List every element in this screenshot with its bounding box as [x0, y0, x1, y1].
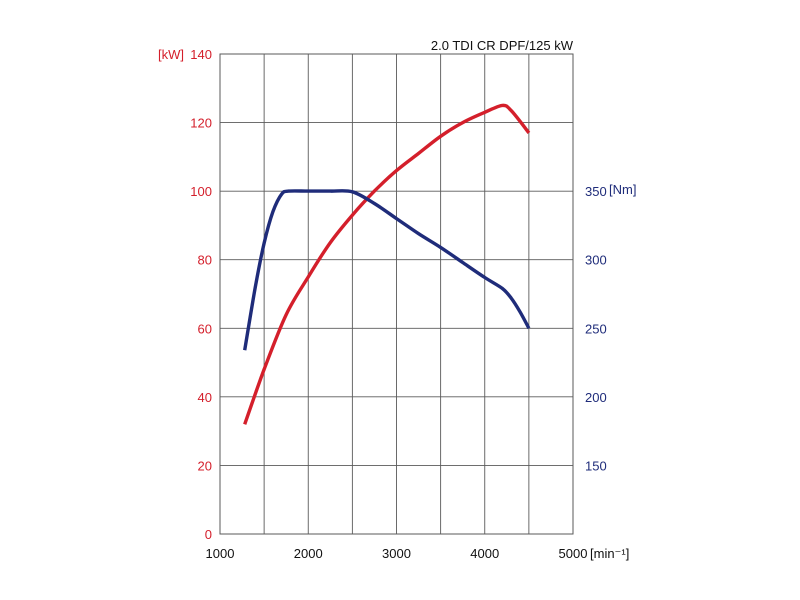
curves [243, 103, 531, 425]
y-left-tick-label: 100 [190, 184, 212, 199]
x-tick-label: 4000 [470, 546, 499, 561]
grid [219, 53, 574, 535]
y-right-tick-label: 250 [585, 321, 607, 336]
x-tick-label: 2000 [294, 546, 323, 561]
y-left-tick-label: 60 [198, 321, 212, 336]
power-curve [243, 103, 531, 425]
y-right-tick-label: 150 [585, 458, 607, 473]
y-left-tick-label: 120 [190, 116, 212, 131]
axis-labels: 0 20 40 60 80 100 120 140 150 200 250 300 350 1000 200… [190, 47, 606, 561]
y-left-tick-label: 40 [198, 390, 212, 405]
torque-curve [243, 189, 531, 351]
y-right-tick-label: 200 [585, 390, 607, 405]
x-axis-unit: [min⁻¹] [590, 546, 629, 561]
x-tick-label: 5000 [559, 546, 588, 561]
y-left-tick-label: 140 [190, 47, 212, 62]
chart-title: 2.0 TDI CR DPF/125 kW [431, 38, 574, 53]
y-left-tick-label: 0 [205, 527, 212, 542]
x-tick-label: 3000 [382, 546, 411, 561]
y-right-tick-label: 300 [585, 253, 607, 268]
y-axis-left-unit: [kW] [158, 47, 184, 62]
y-left-tick-label: 80 [198, 253, 212, 268]
y-left-tick-label: 20 [198, 458, 212, 473]
plot-frame [219, 53, 574, 535]
y-right-tick-label: 350 [585, 184, 607, 199]
x-tick-label: 1000 [206, 546, 235, 561]
y-axis-right-unit: [Nm] [609, 182, 636, 197]
